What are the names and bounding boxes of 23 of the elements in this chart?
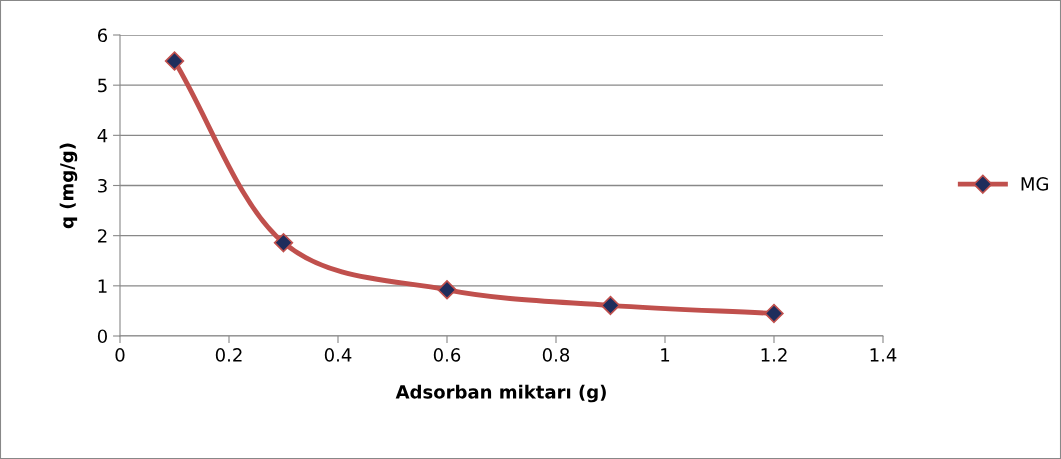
y-axis-title: q (mg/g)	[59, 143, 78, 229]
point	[164, 51, 185, 71]
x-tick-label: 1.4	[870, 348, 897, 362]
point	[764, 303, 784, 324]
y-tick-label: 5	[98, 78, 107, 93]
legend-label: MG	[1021, 177, 1048, 191]
point	[437, 280, 457, 300]
x-tick-label: 0.4	[324, 348, 352, 362]
x-tick-label: 1.2	[761, 348, 787, 362]
y-tick-label: 6	[97, 28, 108, 43]
x-tick-label: 0.8	[542, 348, 570, 362]
x-tick-label: 0.2	[215, 348, 242, 362]
y-tick-label: 4	[97, 129, 108, 143]
x-tick-label: 0	[115, 348, 125, 362]
x-tick-label: 0.6	[433, 348, 461, 362]
x-tick-label: 1	[661, 348, 670, 362]
y-tick-label: 2	[98, 229, 107, 243]
y-tick-label: 0	[97, 329, 107, 344]
y-tick-label: 3	[98, 178, 107, 193]
y-tick-label: 1	[98, 279, 107, 293]
x-axis-title: Adsorban miktarı (g)	[395, 384, 606, 403]
point	[600, 295, 621, 316]
point	[273, 233, 294, 253]
